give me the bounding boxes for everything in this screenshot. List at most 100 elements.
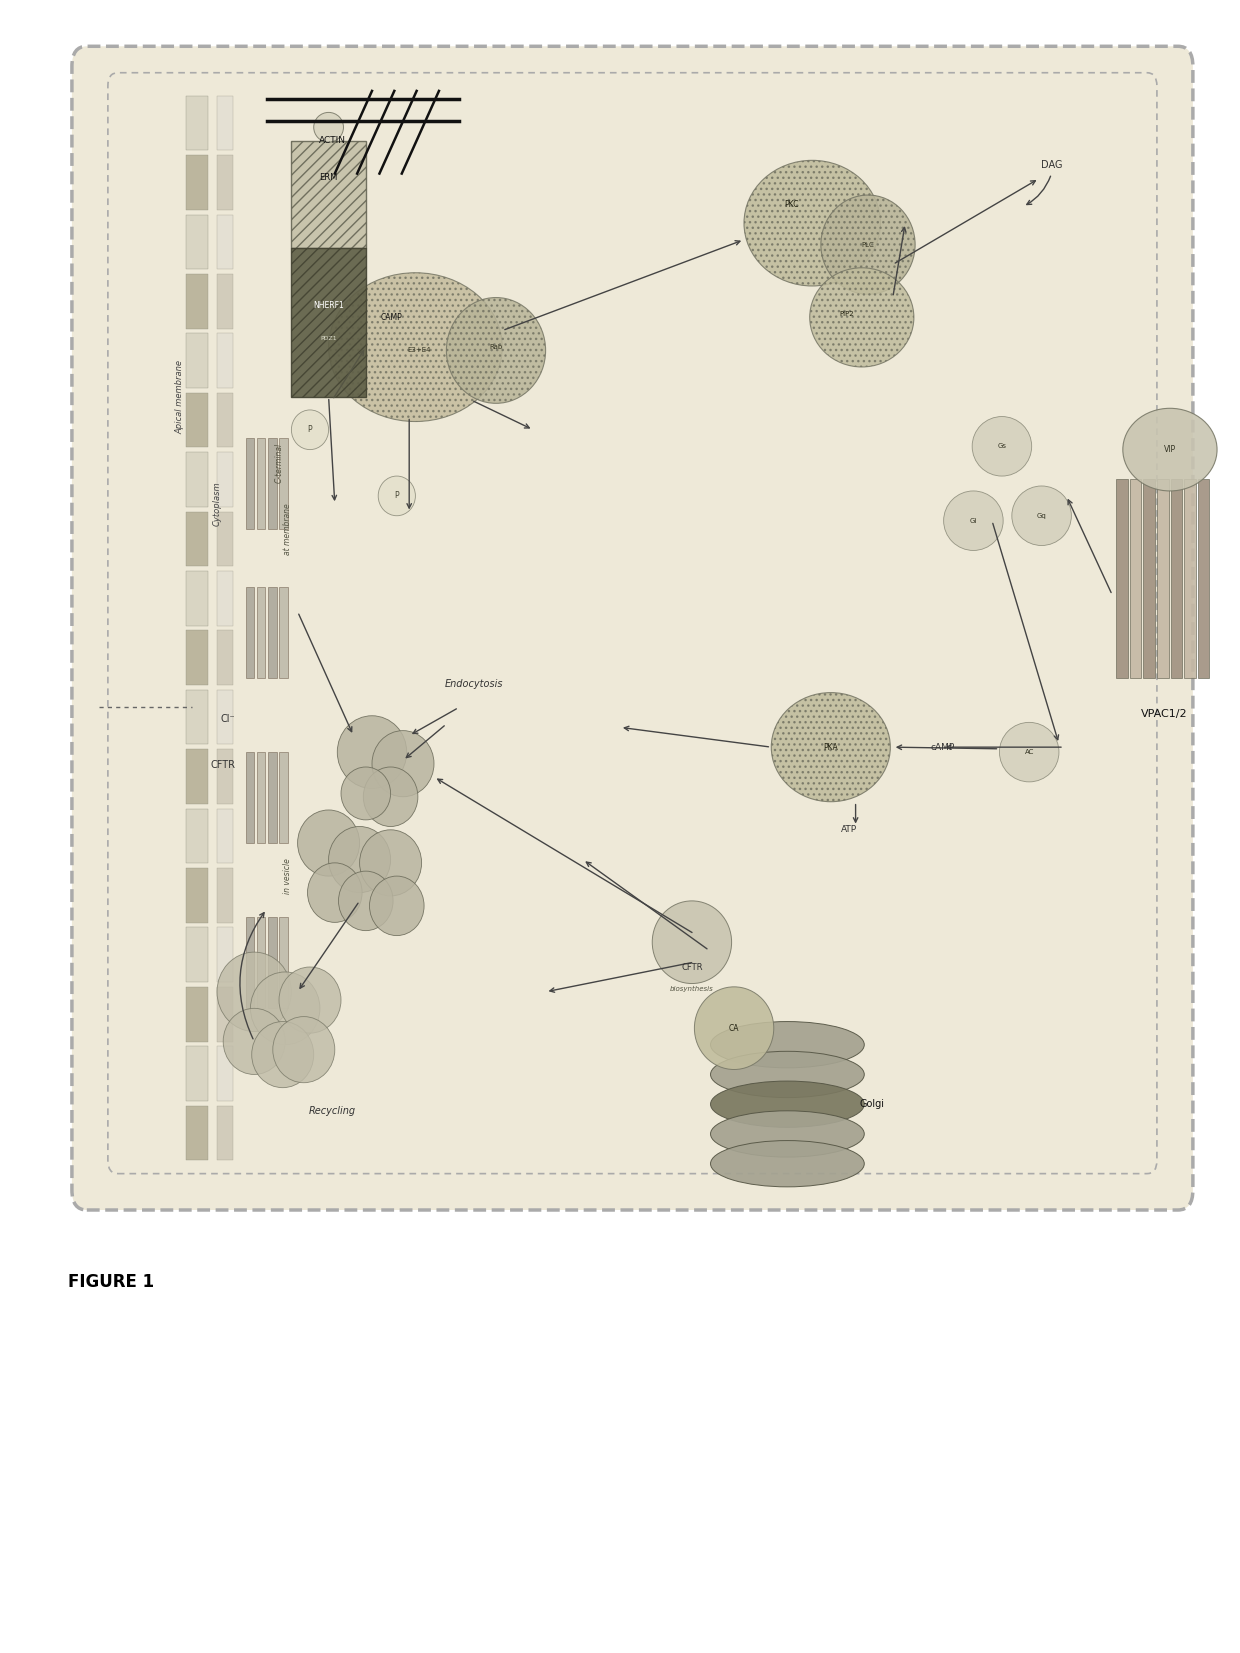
Ellipse shape bbox=[329, 826, 391, 893]
Bar bbox=[186, 1046, 208, 1101]
Bar bbox=[217, 1046, 233, 1101]
Bar bbox=[257, 438, 265, 529]
Bar bbox=[186, 511, 208, 567]
Ellipse shape bbox=[279, 967, 341, 1033]
Ellipse shape bbox=[217, 952, 291, 1031]
Bar bbox=[1184, 479, 1195, 678]
Text: Recycling: Recycling bbox=[309, 1106, 356, 1116]
Bar bbox=[217, 868, 233, 922]
Ellipse shape bbox=[972, 417, 1032, 476]
Ellipse shape bbox=[711, 1141, 864, 1187]
Text: CA: CA bbox=[729, 1023, 739, 1033]
Ellipse shape bbox=[999, 722, 1059, 782]
Bar bbox=[186, 1106, 208, 1160]
Bar bbox=[186, 630, 208, 684]
Bar bbox=[217, 453, 233, 507]
Bar bbox=[186, 987, 208, 1041]
Ellipse shape bbox=[339, 871, 393, 931]
Bar bbox=[186, 749, 208, 803]
Bar bbox=[217, 155, 233, 210]
Text: P: P bbox=[308, 425, 312, 435]
Bar bbox=[186, 689, 208, 744]
Text: Golgi: Golgi bbox=[859, 1099, 884, 1109]
Ellipse shape bbox=[711, 1022, 864, 1068]
Ellipse shape bbox=[252, 1022, 314, 1088]
Ellipse shape bbox=[223, 1008, 285, 1074]
Bar bbox=[279, 587, 288, 678]
Text: ACTIN: ACTIN bbox=[319, 136, 346, 145]
Bar bbox=[1116, 479, 1127, 678]
Bar bbox=[279, 438, 288, 529]
Bar bbox=[217, 334, 233, 388]
Ellipse shape bbox=[652, 901, 732, 984]
Text: PLC: PLC bbox=[862, 241, 874, 248]
Ellipse shape bbox=[446, 298, 546, 403]
Bar bbox=[217, 987, 233, 1041]
Bar bbox=[1171, 479, 1182, 678]
Ellipse shape bbox=[341, 767, 391, 820]
Bar bbox=[268, 438, 277, 529]
Ellipse shape bbox=[360, 830, 422, 896]
Text: ATP: ATP bbox=[841, 825, 858, 835]
Bar bbox=[246, 438, 254, 529]
Text: VPAC1/2: VPAC1/2 bbox=[1141, 709, 1187, 719]
Text: Gq: Gq bbox=[1037, 512, 1047, 519]
Text: CFTR: CFTR bbox=[211, 760, 236, 770]
Ellipse shape bbox=[298, 810, 360, 876]
Bar bbox=[186, 96, 208, 150]
Ellipse shape bbox=[821, 195, 915, 294]
Bar bbox=[217, 749, 233, 803]
Bar bbox=[186, 453, 208, 507]
Bar bbox=[1143, 479, 1154, 678]
FancyBboxPatch shape bbox=[72, 46, 1193, 1210]
Bar bbox=[268, 917, 277, 1008]
Bar bbox=[186, 274, 208, 329]
Bar bbox=[257, 587, 265, 678]
Bar bbox=[186, 155, 208, 210]
Text: Cytoplasm: Cytoplasm bbox=[212, 483, 222, 526]
Ellipse shape bbox=[711, 1111, 864, 1157]
Bar bbox=[186, 808, 208, 863]
Text: Gi: Gi bbox=[970, 517, 977, 524]
Text: FIGURE 1: FIGURE 1 bbox=[68, 1273, 154, 1291]
Text: PIP2: PIP2 bbox=[839, 311, 854, 317]
Text: E3+E4: E3+E4 bbox=[408, 347, 430, 354]
Bar bbox=[246, 917, 254, 1008]
Text: at membrane: at membrane bbox=[283, 503, 293, 555]
Ellipse shape bbox=[370, 876, 424, 936]
Ellipse shape bbox=[329, 273, 502, 422]
Bar bbox=[279, 752, 288, 843]
Bar bbox=[217, 393, 233, 448]
Ellipse shape bbox=[337, 716, 407, 788]
Ellipse shape bbox=[291, 410, 329, 450]
Bar bbox=[291, 248, 366, 397]
Bar bbox=[279, 917, 288, 1008]
Text: Rab: Rab bbox=[490, 344, 502, 350]
Text: Cl⁻: Cl⁻ bbox=[221, 714, 236, 724]
Text: NHERF1: NHERF1 bbox=[314, 301, 343, 311]
Bar bbox=[268, 587, 277, 678]
Bar bbox=[257, 917, 265, 1008]
Ellipse shape bbox=[694, 987, 774, 1069]
Ellipse shape bbox=[771, 693, 890, 802]
Ellipse shape bbox=[250, 972, 320, 1045]
Bar bbox=[268, 752, 277, 843]
Text: PKA: PKA bbox=[823, 742, 838, 752]
Bar bbox=[217, 274, 233, 329]
Text: CFTR: CFTR bbox=[681, 962, 703, 972]
Text: cAMP: cAMP bbox=[930, 742, 955, 752]
Bar bbox=[217, 630, 233, 684]
Text: C-terminal: C-terminal bbox=[274, 443, 284, 483]
Bar bbox=[217, 808, 233, 863]
Ellipse shape bbox=[314, 112, 343, 142]
Bar bbox=[186, 868, 208, 922]
Bar bbox=[217, 215, 233, 269]
Text: ERM: ERM bbox=[320, 174, 337, 182]
Ellipse shape bbox=[378, 476, 415, 516]
Bar bbox=[246, 587, 254, 678]
Bar bbox=[291, 141, 366, 248]
Ellipse shape bbox=[1123, 408, 1216, 491]
Text: in vesicle: in vesicle bbox=[283, 858, 293, 894]
Ellipse shape bbox=[711, 1051, 864, 1098]
Bar bbox=[246, 752, 254, 843]
